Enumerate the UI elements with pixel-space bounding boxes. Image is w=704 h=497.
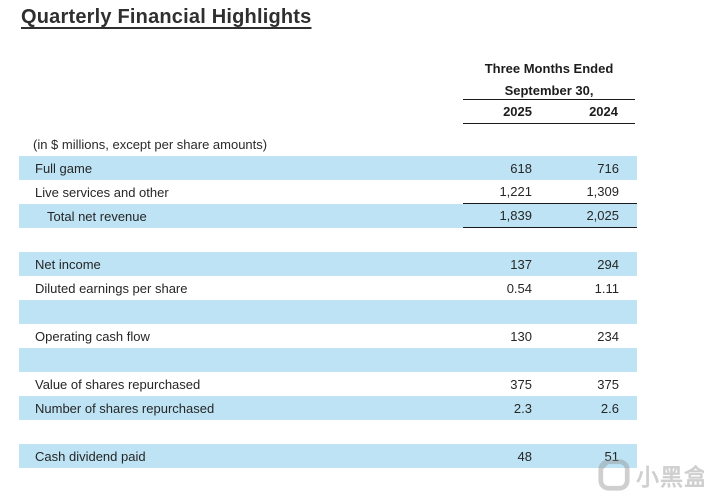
value-2025: 130 bbox=[510, 328, 532, 344]
row-values bbox=[463, 420, 637, 444]
table-row: Value of shares repurchased 375 375 bbox=[19, 372, 637, 396]
row-values: 48 51 bbox=[463, 444, 637, 468]
value-2025: 0.54 bbox=[506, 280, 532, 296]
column-header-2024: 2024 bbox=[589, 104, 618, 119]
watermark-text: 小黑盒 bbox=[636, 464, 704, 490]
row-values: 2.3 2.6 bbox=[463, 396, 637, 420]
table-row: Operating cash flow 130 234 bbox=[19, 324, 637, 348]
table-body: Full game 618 716 Live services and othe… bbox=[19, 156, 637, 468]
table-row: Full game 618 716 bbox=[19, 156, 637, 180]
row-label: Total net revenue bbox=[47, 208, 147, 224]
value-2024: 1,309 bbox=[586, 184, 619, 199]
table-period-header: Three Months Ended September 30, 2025 20… bbox=[463, 60, 635, 124]
row-label: Number of shares repurchased bbox=[35, 400, 215, 416]
row-label bbox=[19, 420, 463, 444]
value-2024: 234 bbox=[597, 328, 619, 344]
row-values bbox=[463, 300, 637, 324]
row-values: 0.54 1.11 bbox=[463, 276, 637, 300]
table-row: Live services and other 1,221 1,309 bbox=[19, 180, 637, 204]
row-values: 137 294 bbox=[463, 252, 637, 276]
value-2025: 618 bbox=[510, 160, 532, 176]
row-label bbox=[19, 300, 463, 324]
row-label: Operating cash flow bbox=[35, 328, 150, 344]
row-values: 618 716 bbox=[463, 156, 637, 180]
value-2024: 2,025 bbox=[586, 208, 619, 223]
row-label bbox=[19, 228, 463, 252]
table-row: Net income 137 294 bbox=[19, 252, 637, 276]
value-2024: 51 bbox=[604, 448, 619, 464]
row-label bbox=[19, 348, 463, 372]
row-label: Diluted earnings per share bbox=[35, 280, 188, 296]
row-values: 130 234 bbox=[463, 324, 637, 348]
row-label: Full game bbox=[35, 160, 93, 176]
row-values bbox=[463, 348, 637, 372]
value-2024: 375 bbox=[597, 376, 619, 392]
row-label: Cash dividend paid bbox=[35, 448, 146, 464]
watermark: 小黑盒 bbox=[597, 458, 704, 492]
table-row: Cash dividend paid 48 51 bbox=[19, 444, 637, 468]
value-2025: 2.3 bbox=[513, 400, 532, 416]
value-2025: 1,221 bbox=[499, 184, 532, 199]
row-values: 1,221 1,309 bbox=[463, 180, 637, 204]
value-2025: 48 bbox=[517, 448, 532, 464]
year-column-headers: 2025 2024 bbox=[463, 100, 635, 124]
value-2024: 716 bbox=[597, 160, 619, 176]
table-row: Total net revenue 1,839 2,025 bbox=[19, 204, 637, 228]
row-values bbox=[463, 228, 637, 252]
row-label: Value of shares repurchased bbox=[35, 376, 201, 392]
table-row: Diluted earnings per share 0.54 1.11 bbox=[19, 276, 637, 300]
row-values: 375 375 bbox=[463, 372, 637, 396]
table-row bbox=[19, 420, 637, 444]
row-label: Live services and other bbox=[35, 184, 169, 200]
value-2024: 1.11 bbox=[594, 280, 619, 296]
value-2025: 1,839 bbox=[499, 208, 532, 223]
table-row bbox=[19, 348, 637, 372]
table-row: Number of shares repurchased 2.3 2.6 bbox=[19, 396, 637, 420]
period-header-line2: September 30, bbox=[463, 82, 635, 100]
unit-note: (in $ millions, except per share amounts… bbox=[33, 137, 268, 152]
table-row bbox=[19, 228, 637, 252]
value-2025: 137 bbox=[510, 256, 532, 272]
heybox-logo-icon bbox=[598, 459, 630, 491]
row-label: Net income bbox=[35, 256, 101, 272]
period-header-line1: Three Months Ended bbox=[484, 61, 614, 76]
column-header-2025: 2025 bbox=[503, 104, 532, 119]
page-title: Quarterly Financial Highlights bbox=[21, 6, 312, 28]
row-values: 1,839 2,025 bbox=[463, 204, 637, 228]
value-2025: 375 bbox=[510, 376, 532, 392]
table-row bbox=[19, 300, 637, 324]
value-2024: 2.6 bbox=[600, 400, 619, 416]
value-2024: 294 bbox=[597, 256, 619, 272]
